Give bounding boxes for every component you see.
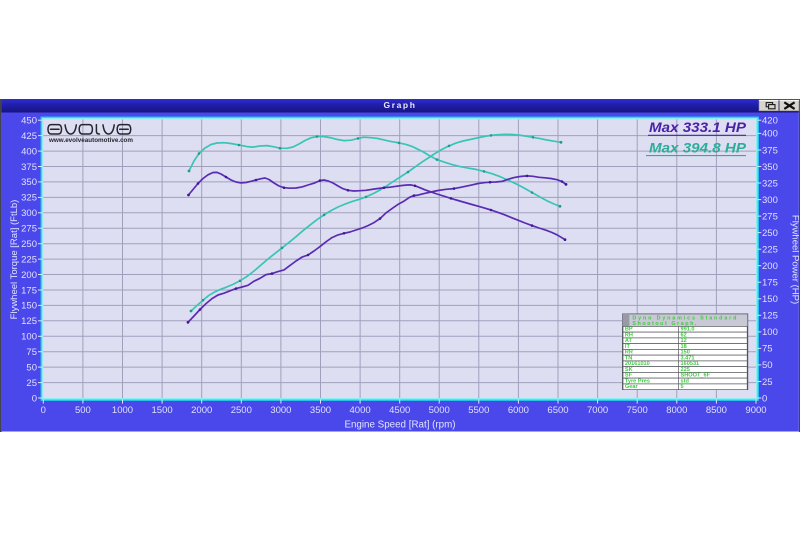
svg-text:Max 394.8 HP: Max 394.8 HP	[649, 139, 747, 155]
svg-text:AT: AT	[625, 338, 633, 344]
svg-text:std: std	[681, 379, 690, 385]
svg-text:8500: 8500	[706, 405, 727, 416]
svg-text:62: 62	[681, 333, 687, 339]
svg-text:350: 350	[762, 162, 778, 173]
svg-text:25: 25	[26, 378, 37, 389]
svg-text:RR: RR	[625, 350, 633, 356]
svg-text:6000: 6000	[508, 405, 529, 416]
svg-text:225: 225	[762, 245, 778, 256]
svg-text:Max 333.1 HP: Max 333.1 HP	[649, 119, 747, 135]
svg-text:325: 325	[762, 178, 778, 189]
svg-text:5000: 5000	[429, 405, 450, 416]
svg-text:Tyre Pres: Tyre Pres	[625, 379, 650, 385]
svg-text:1500: 1500	[152, 405, 173, 416]
svg-text:125: 125	[21, 316, 37, 327]
svg-text:100: 100	[762, 327, 778, 338]
svg-text:200: 200	[762, 261, 778, 272]
svg-text:2500: 2500	[231, 405, 252, 416]
svg-text:IT: IT	[625, 344, 631, 350]
svg-text:175: 175	[762, 278, 778, 289]
svg-text:4000: 4000	[350, 405, 371, 416]
svg-text:500: 500	[75, 405, 91, 416]
svg-text:12: 12	[681, 338, 687, 344]
svg-text:0: 0	[32, 393, 37, 404]
svg-text:400: 400	[21, 146, 37, 157]
svg-text:50: 50	[26, 362, 37, 373]
svg-text:75: 75	[26, 347, 37, 358]
svg-text:8000: 8000	[666, 405, 687, 416]
svg-text:225: 225	[681, 367, 690, 373]
svg-text:7000: 7000	[587, 405, 608, 416]
svg-text:150: 150	[762, 294, 778, 305]
svg-text:350: 350	[21, 177, 37, 188]
svg-text:275: 275	[21, 224, 37, 235]
svg-text:1000: 1000	[112, 405, 133, 416]
svg-text:150: 150	[681, 350, 690, 356]
svg-text:TN: TN	[625, 356, 632, 362]
svg-text:200: 200	[21, 270, 37, 281]
svg-text:www.evolveautomotive.com: www.evolveautomotive.com	[48, 137, 134, 144]
svg-text:375: 375	[762, 145, 778, 156]
svg-text:5500: 5500	[468, 405, 489, 416]
svg-text:SHOOT_6F: SHOOT_6F	[681, 373, 711, 379]
svg-text:250: 250	[21, 239, 37, 250]
svg-text:Flywheel Power (HP): Flywheel Power (HP)	[790, 215, 800, 304]
svg-text:Engine Speed [Rat] (rpm): Engine Speed [Rat] (rpm)	[344, 420, 455, 431]
svg-text:250: 250	[762, 228, 778, 239]
svg-text:25: 25	[762, 377, 773, 388]
svg-text:425: 425	[21, 131, 37, 142]
svg-text:125: 125	[762, 311, 778, 322]
svg-text:375: 375	[21, 162, 37, 173]
svg-text:175: 175	[21, 285, 37, 296]
svg-text:SF: SF	[625, 373, 633, 379]
svg-text:150: 150	[21, 301, 37, 312]
svg-text:0: 0	[41, 405, 46, 416]
svg-text:325: 325	[21, 193, 37, 204]
svg-text:300: 300	[21, 208, 37, 219]
svg-text:RH: RH	[625, 333, 633, 339]
svg-text:225: 225	[21, 254, 37, 265]
svg-text:991.0: 991.0	[681, 327, 695, 333]
svg-text:4500: 4500	[389, 405, 410, 416]
svg-text:18: 18	[681, 344, 687, 350]
svg-text:6500: 6500	[547, 405, 568, 416]
svg-text:420: 420	[762, 116, 778, 127]
svg-text:450: 450	[21, 116, 37, 127]
svg-text:3000: 3000	[270, 405, 291, 416]
svg-text:3500: 3500	[310, 405, 331, 416]
svg-text:2000: 2000	[191, 405, 212, 416]
svg-text:0: 0	[762, 393, 767, 404]
svg-text:BP: BP	[625, 327, 633, 333]
svg-text:SK: SK	[625, 367, 633, 373]
svg-text:20161010: 20161010	[625, 361, 650, 367]
svg-text:5: 5	[681, 384, 684, 390]
svg-text:Gear: Gear	[625, 384, 639, 390]
svg-text:7500: 7500	[627, 405, 648, 416]
svg-text:Dyno Dynamics Standard: Dyno Dynamics Standard	[632, 316, 736, 322]
svg-text:75: 75	[762, 344, 773, 355]
svg-text:400: 400	[762, 129, 778, 140]
svg-text:100: 100	[21, 332, 37, 343]
svg-text:Flywheel Torque [Rat] (FtLb): Flywheel Torque [Rat] (FtLb)	[9, 200, 20, 320]
svg-text:Graph: Graph	[383, 100, 416, 110]
svg-text:50: 50	[762, 360, 773, 371]
svg-text:160531: 160531	[681, 361, 700, 367]
svg-text:9000: 9000	[745, 405, 766, 416]
svg-text:3.471: 3.471	[681, 356, 695, 362]
svg-text:275: 275	[762, 211, 778, 222]
svg-text:300: 300	[762, 195, 778, 206]
svg-text:Shootout Graph.: Shootout Graph.	[632, 321, 697, 327]
